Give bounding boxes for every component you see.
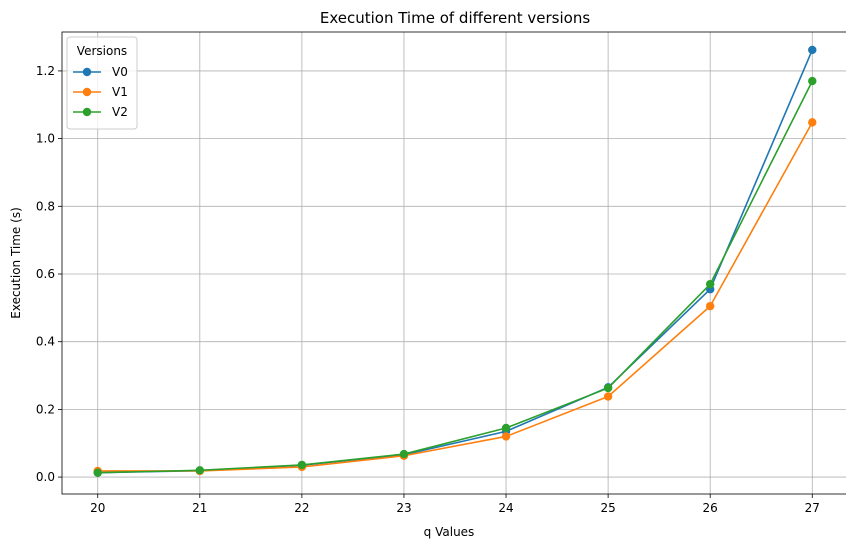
data-point bbox=[808, 45, 817, 55]
y-tick-label: 0.0 bbox=[36, 470, 55, 484]
grid-lines bbox=[62, 32, 846, 494]
x-tick-label: 21 bbox=[192, 501, 207, 515]
x-axis-ticks: 20 21 22 23 24 25 26 27 bbox=[90, 494, 820, 515]
x-tick-label: 25 bbox=[600, 501, 615, 515]
series-layer bbox=[93, 45, 817, 477]
data-point bbox=[501, 432, 511, 441]
data-point bbox=[195, 466, 205, 475]
legend-label: V1 bbox=[112, 85, 128, 99]
series-line bbox=[97, 121, 813, 472]
legend-marker bbox=[82, 107, 92, 117]
y-tick-label: 1.0 bbox=[36, 132, 55, 146]
y-axis-label: Execution Time (s) bbox=[9, 207, 23, 319]
y-tick-label: 0.8 bbox=[36, 199, 55, 213]
legend-title: Versions bbox=[77, 44, 127, 58]
data-point bbox=[603, 392, 613, 401]
data-point bbox=[399, 449, 409, 459]
x-tick-label: 27 bbox=[805, 501, 820, 515]
data-point bbox=[93, 468, 102, 477]
x-axis-label: q Values bbox=[424, 525, 475, 539]
x-tick-label: 23 bbox=[396, 501, 411, 515]
x-tick-label: 20 bbox=[90, 501, 105, 515]
data-point bbox=[705, 301, 715, 311]
x-tick-label: 24 bbox=[498, 501, 513, 515]
data-point bbox=[808, 76, 817, 86]
legend-label: V2 bbox=[112, 105, 128, 119]
x-tick-label: 26 bbox=[703, 501, 718, 515]
data-point bbox=[297, 460, 307, 470]
x-tick-label: 22 bbox=[294, 501, 309, 515]
y-axis-ticks: 0.0 0.2 0.4 0.6 0.8 1.0 1.2 bbox=[36, 64, 62, 484]
legend: Versions V0 V1 V2 bbox=[66, 36, 138, 130]
y-tick-label: 0.2 bbox=[36, 402, 55, 416]
chart-title: Execution Time of different versions bbox=[320, 9, 590, 27]
y-tick-label: 0.6 bbox=[36, 267, 55, 281]
y-tick-label: 0.4 bbox=[36, 335, 55, 349]
data-point bbox=[808, 118, 817, 127]
series-v2 bbox=[93, 76, 817, 477]
legend-marker bbox=[82, 87, 92, 97]
data-point bbox=[705, 279, 715, 289]
data-point bbox=[501, 423, 511, 433]
legend-box bbox=[66, 36, 138, 130]
legend-marker bbox=[82, 67, 92, 77]
y-tick-label: 1.2 bbox=[36, 64, 55, 78]
data-point bbox=[603, 383, 613, 393]
legend-label: V0 bbox=[112, 65, 128, 79]
series-line bbox=[97, 80, 813, 474]
plot-frame bbox=[61, 31, 846, 495]
